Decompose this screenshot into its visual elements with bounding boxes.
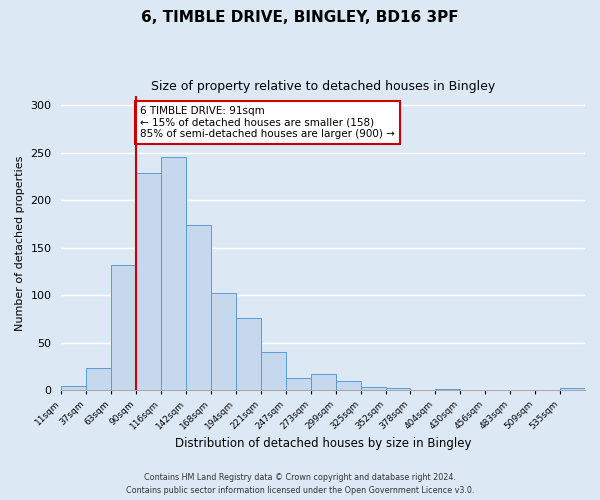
Bar	[261, 352, 286, 391]
Y-axis label: Number of detached properties: Number of detached properties	[15, 156, 25, 330]
Bar	[236, 318, 261, 390]
Title: Size of property relative to detached houses in Bingley: Size of property relative to detached ho…	[151, 80, 496, 93]
Text: 6, TIMBLE DRIVE, BINGLEY, BD16 3PF: 6, TIMBLE DRIVE, BINGLEY, BD16 3PF	[141, 10, 459, 25]
Bar	[136, 172, 161, 390]
Bar	[161, 158, 186, 390]
Bar	[560, 388, 585, 390]
Bar	[61, 386, 86, 390]
Bar	[335, 381, 361, 390]
X-axis label: Distribution of detached houses by size in Bingley: Distribution of detached houses by size …	[175, 437, 472, 450]
Text: Contains HM Land Registry data © Crown copyright and database right 2024.
Contai: Contains HM Land Registry data © Crown c…	[126, 474, 474, 495]
Bar	[361, 386, 386, 390]
Bar	[111, 265, 136, 390]
Bar	[211, 294, 236, 390]
Bar	[186, 225, 211, 390]
Bar	[86, 368, 111, 390]
Bar	[286, 378, 311, 390]
Bar	[386, 388, 410, 390]
Text: 6 TIMBLE DRIVE: 91sqm
← 15% of detached houses are smaller (158)
85% of semi-det: 6 TIMBLE DRIVE: 91sqm ← 15% of detached …	[140, 106, 395, 139]
Bar	[311, 374, 335, 390]
